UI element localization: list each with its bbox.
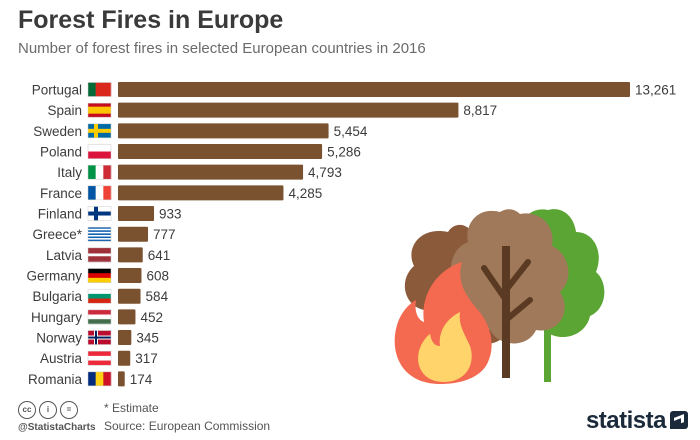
value-label-bulgaria: 584	[146, 289, 169, 304]
flame-icon	[394, 262, 492, 384]
value-label-greece: 777	[153, 227, 176, 242]
category-label-poland: Poland	[40, 145, 82, 160]
finland-flag-icon	[87, 206, 112, 221]
bar-italy	[118, 164, 304, 180]
latvia-flag-icon	[87, 247, 112, 263]
value-label-hungary: 452	[140, 310, 163, 325]
italy-flag-icon	[87, 164, 112, 180]
twitter-handle[interactable]: @StatistaCharts	[18, 422, 96, 433]
category-label-hungary: Hungary	[31, 310, 82, 325]
value-label-latvia: 641	[148, 248, 171, 263]
category-label-finland: Finland	[38, 207, 82, 222]
value-label-austria: 317	[135, 351, 158, 366]
license-icons: cc i =	[18, 401, 81, 419]
category-label-romania: Romania	[28, 372, 83, 387]
hungary-flag-icon	[87, 309, 112, 325]
value-label-italy: 4,793	[308, 165, 342, 180]
greece-flag-icon	[87, 226, 112, 242]
forest-fire-illustration	[394, 209, 605, 384]
source-text: Source: European Commission	[104, 419, 271, 433]
creative-commons-icon: cc	[18, 401, 36, 419]
no-derivatives-icon: =	[60, 401, 78, 419]
bars-group: Portugal 13,261 Spain 8,817 Sweden 5,454 Polan…	[26, 82, 676, 387]
bar-poland	[118, 144, 323, 160]
bar-chart: Portugal 13,261 Spain 8,817 Sweden 5,454 Polan…	[26, 82, 676, 387]
bar-sweden	[118, 123, 329, 139]
footer: cc i = @StatistaCharts * Estimate Source: …	[0, 395, 700, 440]
norway-flag-icon	[87, 330, 112, 345]
sweden-flag-icon	[87, 123, 112, 139]
value-label-germany: 608	[146, 269, 169, 284]
bar-greece	[118, 226, 148, 242]
category-label-bulgaria: Bulgaria	[32, 289, 82, 304]
romania-flag-icon	[87, 371, 112, 387]
bar-austria	[118, 350, 131, 366]
statista-logo[interactable]: statista	[585, 407, 667, 434]
value-label-romania: 174	[130, 372, 153, 387]
chart-title: Forest Fires in Europe	[18, 6, 284, 34]
statista-logo-icon	[670, 411, 688, 429]
france-flag-icon	[87, 185, 112, 201]
bar-romania	[118, 371, 125, 387]
poland-flag-icon	[87, 144, 112, 159]
portugal-flag-icon	[87, 82, 112, 97]
category-label-spain: Spain	[47, 103, 82, 118]
attribution-icon: i	[39, 401, 57, 419]
value-label-portugal: 13,261	[635, 83, 676, 98]
value-label-sweden: 5,454	[334, 124, 368, 139]
category-label-sweden: Sweden	[33, 124, 82, 139]
bar-norway	[118, 330, 132, 346]
tan-tree-icon	[450, 209, 569, 378]
chart-subtitle: Number of forest fires in selected Europ…	[18, 40, 426, 57]
bar-france	[118, 185, 284, 201]
bar-spain	[118, 102, 459, 118]
category-label-latvia: Latvia	[46, 248, 83, 263]
category-label-portugal: Portugal	[32, 83, 82, 98]
value-label-france: 4,285	[288, 186, 322, 201]
bar-germany	[118, 268, 142, 284]
spain-flag-icon	[87, 102, 112, 118]
bar-hungary	[118, 309, 136, 325]
category-label-france: France	[40, 186, 82, 201]
category-label-norway: Norway	[36, 331, 82, 346]
bar-bulgaria	[118, 288, 141, 304]
category-label-austria: Austria	[40, 351, 83, 366]
category-label-germany: Germany	[26, 269, 82, 284]
value-label-finland: 933	[159, 207, 182, 222]
bar-portugal	[118, 82, 630, 97]
category-label-italy: Italy	[57, 165, 82, 180]
bulgaria-flag-icon	[87, 288, 112, 304]
value-label-norway: 345	[136, 331, 159, 346]
estimate-note: * Estimate	[104, 401, 159, 415]
bar-latvia	[118, 247, 143, 263]
austria-flag-icon	[87, 350, 112, 366]
germany-flag-icon	[87, 268, 112, 283]
value-label-spain: 8,817	[463, 103, 497, 118]
bar-finland	[118, 206, 155, 222]
value-label-poland: 5,286	[327, 145, 361, 160]
category-label-greece: Greece*	[32, 227, 82, 242]
